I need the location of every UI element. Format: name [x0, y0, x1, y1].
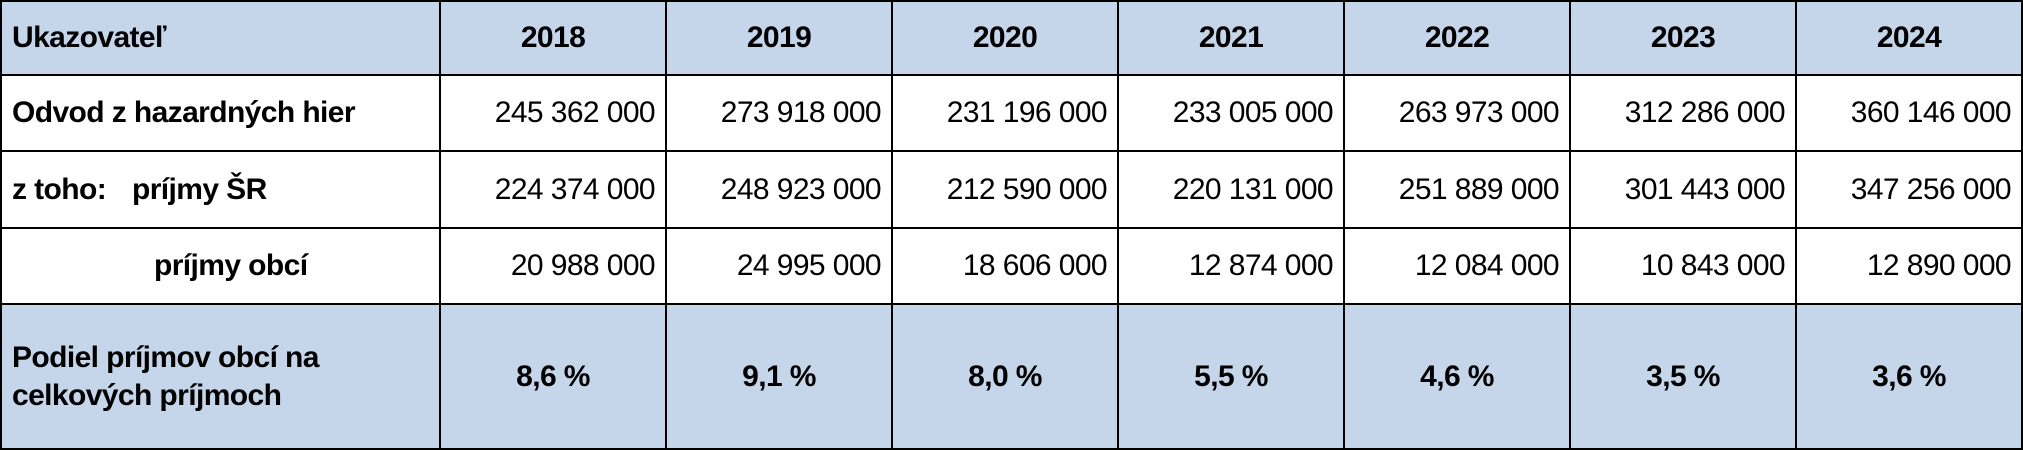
row-label: Odvod z hazardných hier [12, 96, 356, 129]
header-cell: 2018 [439, 0, 667, 76]
value-cell: 212 590 000 [891, 150, 1119, 229]
row-label-cell: z toho: príjmy ŠR [0, 150, 441, 229]
value-cell: 12 084 000 [1343, 227, 1571, 305]
value-cell: 347 256 000 [1795, 150, 2023, 229]
row-label-cell: príjmy obcí [0, 227, 441, 305]
row-label-cell: Podiel príjmov obcí na celkových príjmoc… [0, 303, 441, 450]
value-cell: 263 973 000 [1343, 74, 1571, 152]
value-cell: 301 443 000 [1569, 150, 1797, 229]
value-cell: 312 286 000 [1569, 74, 1797, 152]
value-cell: 245 362 000 [439, 74, 667, 152]
value-cell: 224 374 000 [439, 150, 667, 229]
header-row: Ukazovateľ 2018 2019 2020 2021 2022 2023 2024 [0, 0, 2023, 76]
value-cell: 4,6 % [1343, 303, 1571, 450]
value-cell: 3,6 % [1795, 303, 2023, 450]
header-cell: 2020 [891, 0, 1119, 76]
value-cell: 251 889 000 [1343, 150, 1571, 229]
table-row: príjmy obcí 20 988 000 24 995 000 18 606 00… [0, 227, 2023, 305]
value-cell: 248 923 000 [665, 150, 893, 229]
table-row: Odvod z hazardných hier 245 362 000 273 91… [0, 74, 2023, 152]
value-cell: 360 146 000 [1795, 74, 2023, 152]
table-row: z toho: príjmy ŠR 224 374 000 248 923 000 21… [0, 150, 2023, 229]
value-cell: 8,0 % [891, 303, 1119, 450]
row-label-cell: Odvod z hazardných hier [0, 74, 441, 152]
table-row: Podiel príjmov obcí na celkových príjmoc… [0, 303, 2023, 450]
row-prefix: z toho: [12, 172, 107, 206]
value-cell: 18 606 000 [891, 227, 1119, 305]
value-cell: 231 196 000 [891, 74, 1119, 152]
value-cell: 233 005 000 [1117, 74, 1345, 152]
header-cell: 2024 [1795, 0, 2023, 76]
value-cell: 8,6 % [439, 303, 667, 450]
value-cell: 10 843 000 [1569, 227, 1797, 305]
value-cell: 9,1 % [665, 303, 893, 450]
value-cell: 220 131 000 [1117, 150, 1345, 229]
value-cell: 5,5 % [1117, 303, 1345, 450]
header-cell: 2021 [1117, 0, 1345, 76]
value-cell: 3,5 % [1569, 303, 1797, 450]
row-label: príjmy ŠR [132, 172, 267, 206]
header-cell: Ukazovateľ [0, 0, 441, 76]
header-cell: 2023 [1569, 0, 1797, 76]
header-cell: 2019 [665, 0, 893, 76]
row-label: príjmy obcí [154, 249, 308, 282]
value-cell: 24 995 000 [665, 227, 893, 305]
value-cell: 273 918 000 [665, 74, 893, 152]
value-cell: 20 988 000 [439, 227, 667, 305]
value-cell: 12 890 000 [1795, 227, 2023, 305]
header-cell: 2022 [1343, 0, 1571, 76]
value-cell: 12 874 000 [1117, 227, 1345, 305]
row-label: Podiel príjmov obcí na celkových príjmoc… [12, 341, 319, 412]
